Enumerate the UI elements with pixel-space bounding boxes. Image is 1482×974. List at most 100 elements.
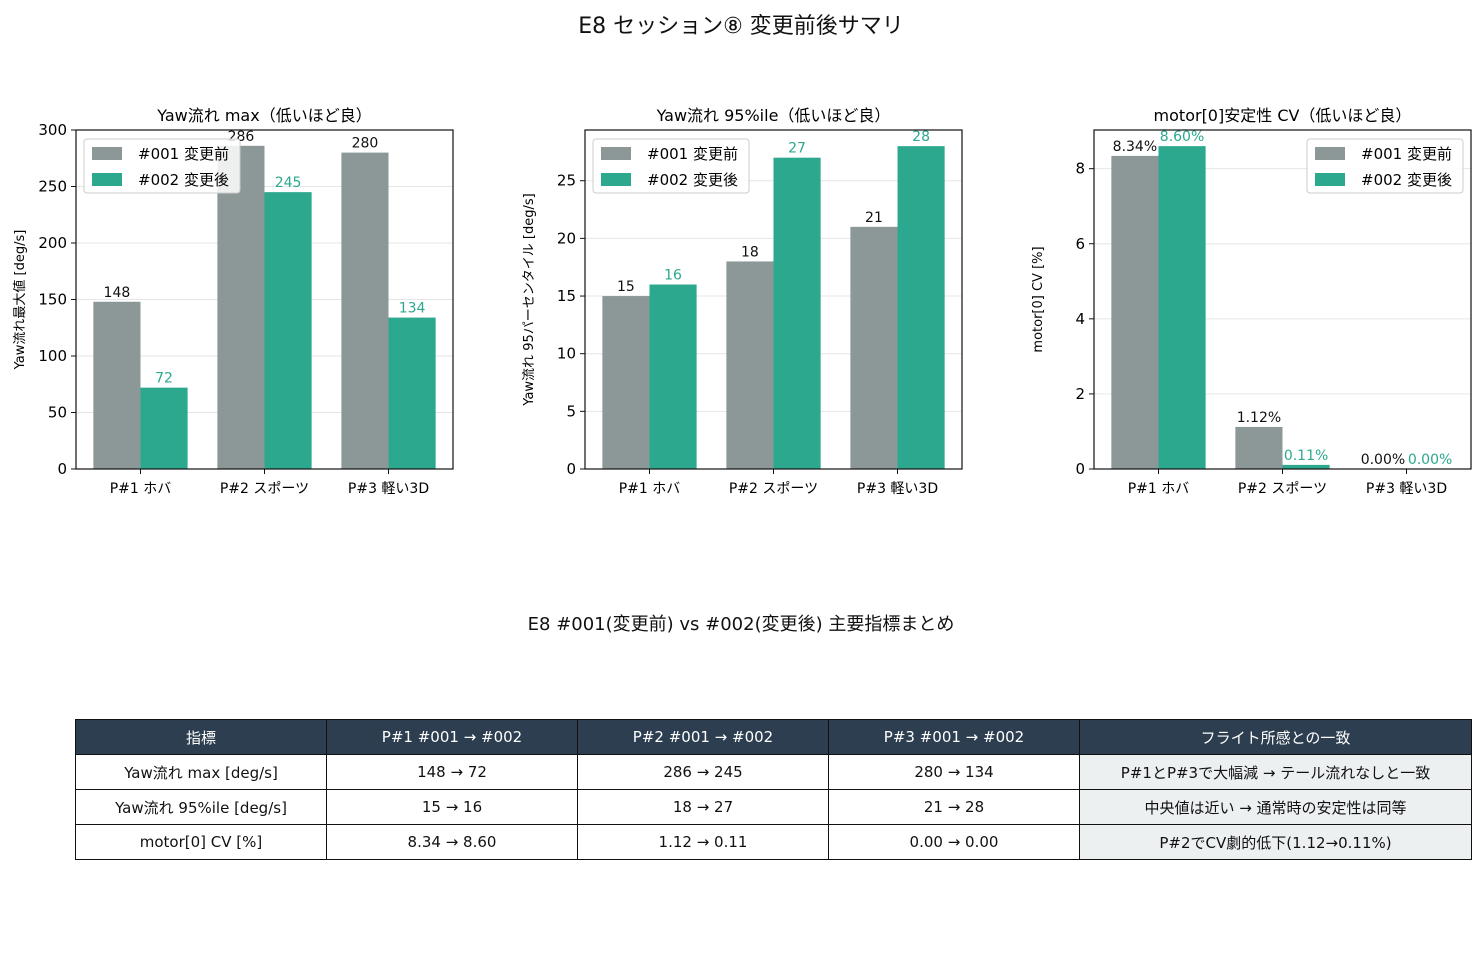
y-tick-label: 15	[557, 287, 576, 305]
legend-swatch	[1315, 173, 1345, 186]
data-label: 27	[788, 141, 806, 157]
header-p2: P#2 #001 → #002	[577, 719, 829, 755]
data-label: 16	[664, 268, 682, 284]
x-tick-label: P#1 ホバ	[110, 481, 172, 497]
legend-label: #002 変更後	[1361, 171, 1452, 189]
cell-p1: 8.34 → 8.60	[326, 824, 578, 860]
data-label: 21	[865, 210, 883, 226]
cell-metric: motor[0] CV [%]	[75, 824, 327, 860]
table-row: Yaw流れ 95%ile [deg/s] 15 → 16 18 → 27 21 …	[75, 789, 1472, 825]
data-label: 18	[741, 244, 759, 260]
legend-swatch	[92, 173, 122, 186]
y-axis-label: Yaw流れ 95パーセンタイル [deg/s]	[522, 193, 537, 406]
figure-title: E8 セッション⑧ 変更前後サマリ	[578, 14, 904, 39]
table-header-row: 指標 P#1 #001 → #002 P#2 #001 → #002 P#3 #…	[75, 719, 1472, 755]
y-tick-label: 0	[1075, 460, 1085, 478]
cell-metric: Yaw流れ 95%ile [deg/s]	[75, 789, 327, 825]
cell-p3: 21 → 28	[828, 789, 1080, 825]
y-tick-label: 8	[1075, 160, 1085, 178]
bar	[388, 317, 436, 469]
y-tick-label: 25	[557, 172, 576, 190]
x-tick-label: P#1 ホバ	[1128, 481, 1190, 497]
bar	[264, 192, 312, 469]
data-label: 0.11%	[1284, 448, 1328, 464]
legend-label: #001 変更前	[138, 145, 229, 163]
x-tick-label: P#1 ホバ	[619, 481, 681, 497]
y-tick-label: 200	[38, 234, 67, 252]
legend-label: #002 変更後	[647, 171, 738, 189]
bar	[1158, 146, 1206, 469]
data-label: 8.34%	[1113, 139, 1157, 155]
bar	[1235, 426, 1283, 469]
cell-p2: 286 → 245	[577, 754, 829, 790]
y-tick-label: 50	[48, 404, 67, 422]
summary-table: 指標 P#1 #001 → #002 P#2 #001 → #002 P#3 #…	[75, 719, 1472, 860]
bar	[773, 157, 821, 469]
y-tick-label: 10	[557, 345, 576, 363]
data-label: 28	[912, 129, 930, 145]
legend-box	[592, 138, 750, 194]
chart-title: Yaw流れ max（低いほど良）	[156, 106, 371, 125]
data-label: 8.60%	[1160, 129, 1204, 145]
y-axis-label: motor[0] CV [%]	[1031, 246, 1046, 352]
bar	[602, 296, 650, 469]
bar	[1282, 464, 1330, 469]
table-title: E8 #001(変更前) vs #002(変更後) 主要指標まとめ	[527, 614, 955, 635]
y-tick-label: 250	[38, 178, 67, 196]
table-row: Yaw流れ max [deg/s] 148 → 72 286 → 245 280…	[75, 754, 1472, 790]
cell-metric: Yaw流れ max [deg/s]	[75, 754, 327, 790]
y-tick-label: 0	[566, 460, 576, 478]
x-tick-label: P#3 軽い3D	[1366, 481, 1447, 497]
data-label: 0.00%	[1361, 452, 1405, 468]
legend-box	[1306, 138, 1464, 194]
y-tick-label: 5	[566, 402, 576, 420]
x-tick-label: P#2 スポーツ	[729, 481, 818, 497]
bar	[341, 152, 389, 469]
x-tick-label: P#2 スポーツ	[220, 481, 309, 497]
table-row: motor[0] CV [%] 8.34 → 8.60 1.12 → 0.11 …	[75, 824, 1472, 860]
y-tick-label: 300	[38, 121, 67, 139]
cell-p2: 18 → 27	[577, 789, 829, 825]
legend-swatch	[1315, 147, 1345, 160]
cell-note: P#1とP#3で大幅減 → テール流れなしと一致	[1079, 754, 1472, 790]
data-label: 1.12%	[1237, 410, 1281, 426]
header-metric: 指標	[75, 719, 327, 755]
y-tick-label: 20	[557, 229, 576, 247]
chart-title: Yaw流れ 95%ile（低いほど良）	[656, 106, 891, 125]
data-label: 148	[104, 285, 131, 301]
data-label: 0.00%	[1408, 452, 1452, 468]
data-label: 15	[617, 279, 635, 295]
x-tick-label: P#3 軽い3D	[857, 481, 938, 497]
y-tick-label: 100	[38, 347, 67, 365]
cell-p3: 0.00 → 0.00	[828, 824, 1080, 860]
bar	[217, 145, 265, 469]
data-label: 134	[399, 301, 426, 317]
legend-swatch	[601, 147, 631, 160]
bar	[897, 146, 945, 469]
bar	[1111, 155, 1159, 469]
y-tick-label: 150	[38, 291, 67, 309]
cell-note: 中央値は近い → 通常時の安定性は同等	[1079, 789, 1472, 825]
y-tick-label: 6	[1075, 235, 1085, 253]
cell-p2: 1.12 → 0.11	[577, 824, 829, 860]
y-tick-label: 0	[57, 460, 67, 478]
bar	[140, 387, 188, 469]
x-tick-label: P#3 軽い3D	[348, 481, 429, 497]
cell-p1: 15 → 16	[326, 789, 578, 825]
data-label: 245	[275, 175, 302, 191]
legend-label: #001 変更前	[1361, 145, 1452, 163]
header-p3: P#3 #001 → #002	[828, 719, 1080, 755]
cell-note: P#2でCV劇的低下(1.12→0.11%)	[1079, 824, 1472, 860]
bar	[93, 301, 141, 469]
x-tick-label: P#2 スポーツ	[1238, 481, 1327, 497]
y-axis-label: Yaw流れ最大値 [deg/s]	[12, 230, 28, 371]
data-label: 72	[155, 371, 173, 387]
y-tick-label: 2	[1075, 385, 1085, 403]
chart-title: motor[0]安定性 CV（低いほど良）	[1154, 106, 1412, 125]
legend-label: #001 変更前	[647, 145, 738, 163]
bar	[649, 284, 697, 469]
bar	[850, 226, 898, 469]
data-label: 280	[352, 136, 379, 152]
header-note: フライト所感との一致	[1079, 719, 1472, 755]
